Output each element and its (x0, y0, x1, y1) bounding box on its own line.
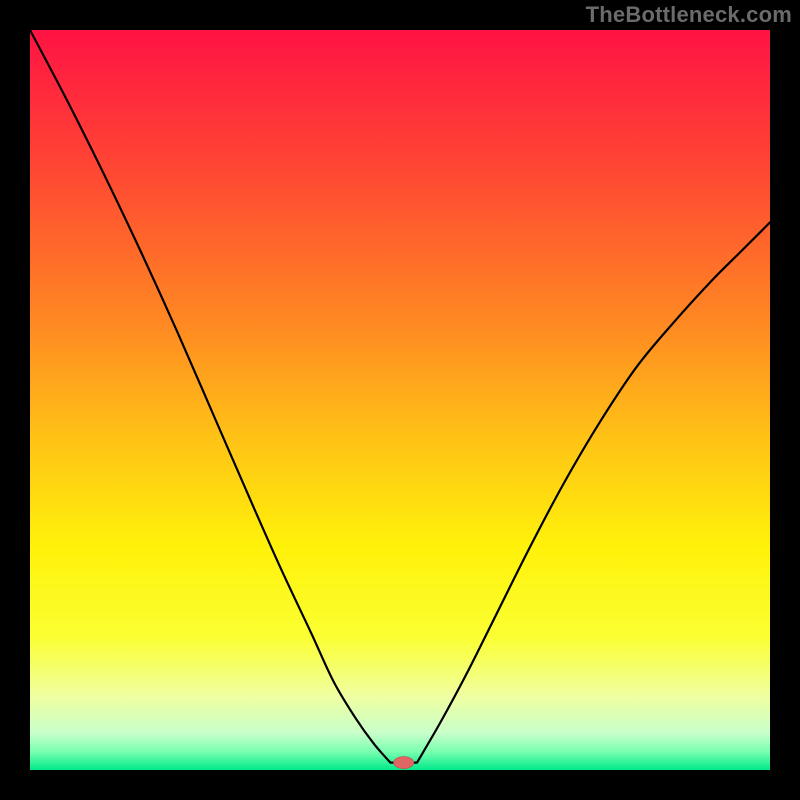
trough-marker (394, 757, 414, 769)
plot-background (30, 30, 770, 770)
chart-svg (0, 0, 800, 800)
chart-container: TheBottleneck.com (0, 0, 800, 800)
